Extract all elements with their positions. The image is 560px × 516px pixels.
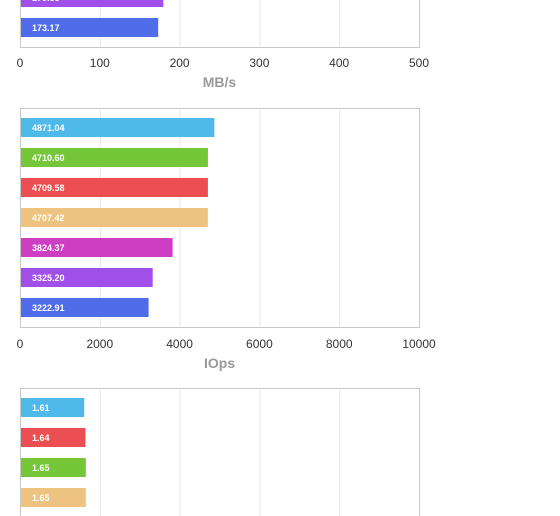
bar: [21, 428, 86, 447]
bar: [21, 238, 173, 257]
x-tick-label: 400: [329, 56, 349, 70]
x-axis-title: IOps: [204, 355, 235, 371]
bar-value-label: 3325.20: [32, 273, 65, 283]
bar: [21, 298, 149, 317]
bar-value-label: 4710.60: [32, 153, 65, 163]
bar: [21, 178, 208, 197]
x-tick-label: 0: [17, 56, 24, 70]
bar: [21, 118, 215, 137]
bar-value-label: 3824.37: [32, 243, 65, 253]
bar: [21, 18, 159, 37]
x-tick-label: 200: [170, 56, 190, 70]
chart-panel-3: 1.61 1.64 1.65 1.65: [20, 388, 420, 516]
bar: [21, 268, 153, 287]
x-tick-label: 10000: [402, 337, 436, 351]
bar: [21, 208, 208, 227]
bar-value-label: 1.61: [32, 403, 50, 413]
x-tick-label: 6000: [246, 337, 273, 351]
bar-value-label: 1.65: [32, 463, 50, 473]
chart-panel-1: 179.63 173.17 0 100 200 300 400 500 MB/s: [17, 0, 429, 90]
bar: [21, 458, 86, 477]
bar: [21, 148, 208, 167]
x-tick-label: 300: [249, 56, 269, 70]
bar-value-label: 3222.91: [32, 303, 65, 313]
x-tick-label: 4000: [166, 337, 193, 351]
chart-panel-2: 4871.04 4710.60 4709.58 4707.42 3824.37 3325.…: [17, 108, 436, 371]
bar-value-label: 4707.42: [32, 213, 65, 223]
x-tick-label: 8000: [326, 337, 353, 351]
bar-value-label: 1.65: [32, 493, 50, 503]
bar-value-label: 1.64: [32, 433, 50, 443]
x-tick-label: 100: [90, 56, 110, 70]
bar-value-label: 179.63: [32, 0, 60, 3]
bar: [21, 0, 164, 7]
bar: [21, 488, 86, 507]
bar-value-label: 4709.58: [32, 183, 65, 193]
plot-frame: [20, 388, 420, 516]
x-tick-label: 2000: [86, 337, 113, 351]
x-tick-label: 500: [409, 56, 429, 70]
x-tick-label: 0: [17, 337, 24, 351]
bar-value-label: 173.17: [32, 23, 60, 33]
bar-value-label: 4871.04: [32, 123, 65, 133]
bar: [21, 398, 85, 417]
x-axis-title: MB/s: [203, 74, 237, 90]
